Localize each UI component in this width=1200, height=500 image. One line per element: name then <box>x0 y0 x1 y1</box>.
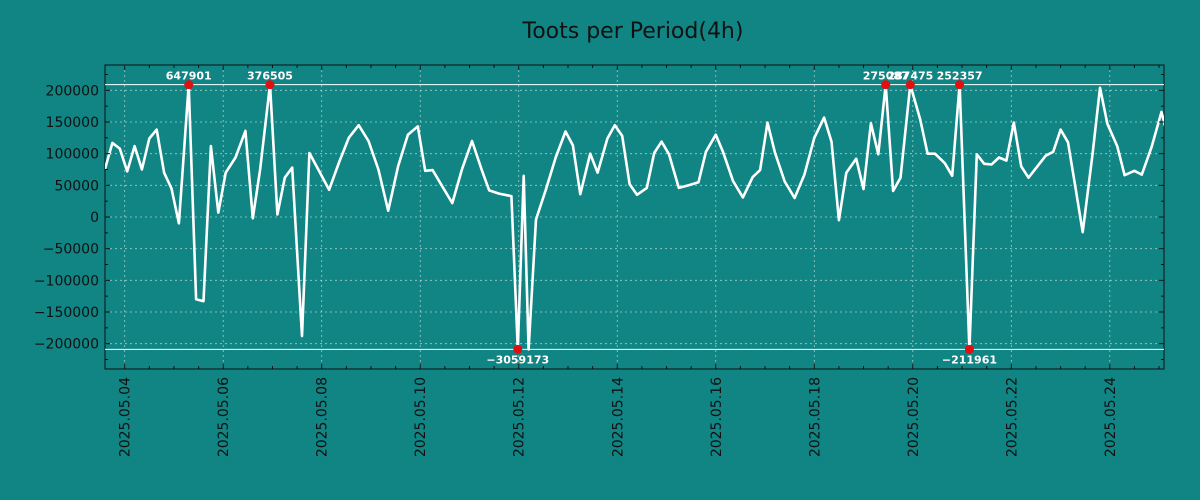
y-tick-label: −50000 <box>43 242 99 258</box>
outlier-marker <box>955 80 965 90</box>
outlier-label: 376505 <box>247 70 293 83</box>
x-tick-label: 2025.05.14 <box>610 377 626 457</box>
outlier-label: −3059173 <box>486 353 549 366</box>
x-tick-label: 2025.05.10 <box>413 377 429 457</box>
chart-title: Toots per Period(4h) <box>522 19 744 44</box>
x-tick-label: 2025.05.16 <box>709 377 725 457</box>
x-tick-label: 2025.05.24 <box>1103 377 1119 457</box>
markers <box>184 80 974 354</box>
outlier-marker <box>964 344 974 354</box>
y-tick-label: 200000 <box>46 83 99 99</box>
outlier-marker <box>513 344 523 354</box>
y-tick-label: −150000 <box>34 305 99 321</box>
y-tick-label: 0 <box>90 210 99 226</box>
x-tick-label: 2025.05.18 <box>807 377 823 457</box>
x-tick-label: 2025.05.06 <box>216 377 232 457</box>
y-tick-label: −200000 <box>34 337 99 353</box>
y-tick-label: 150000 <box>46 115 99 131</box>
y-tick-label: 50000 <box>54 178 99 194</box>
y-axis: 200000 150000 100000 50000 0 −50000 −100000 −15… <box>34 74 1164 360</box>
x-tick-label: 2025.05.12 <box>512 377 528 457</box>
y-tick-label: 100000 <box>46 147 99 163</box>
x-tick-label: 2025.05.04 <box>118 377 134 457</box>
y-tick-label: −100000 <box>34 273 99 289</box>
series-line-toots <box>105 83 1164 351</box>
outlier-marker <box>265 80 275 90</box>
x-tick-label: 2025.05.08 <box>315 377 331 457</box>
x-tick-label: 2025.05.22 <box>1004 377 1020 457</box>
outlier-marker <box>184 80 194 90</box>
series-layer <box>105 83 1164 351</box>
outlier-marker <box>881 80 891 90</box>
reference-lines <box>105 84 1164 350</box>
grid <box>105 65 1164 369</box>
outlier-label: 647901 <box>166 70 212 83</box>
outlier-label: 287475 <box>887 70 933 83</box>
x-axis: 2025.05.04 2025.05.06 2025.05.08 2025.05.10… <box>118 65 1160 457</box>
outlier-label: −211961 <box>942 353 997 366</box>
x-tick-label: 2025.05.20 <box>906 377 922 457</box>
outlier-label: 275087 <box>863 70 909 83</box>
outlier-label: 252357 <box>937 70 983 83</box>
outlier-marker <box>905 80 915 90</box>
